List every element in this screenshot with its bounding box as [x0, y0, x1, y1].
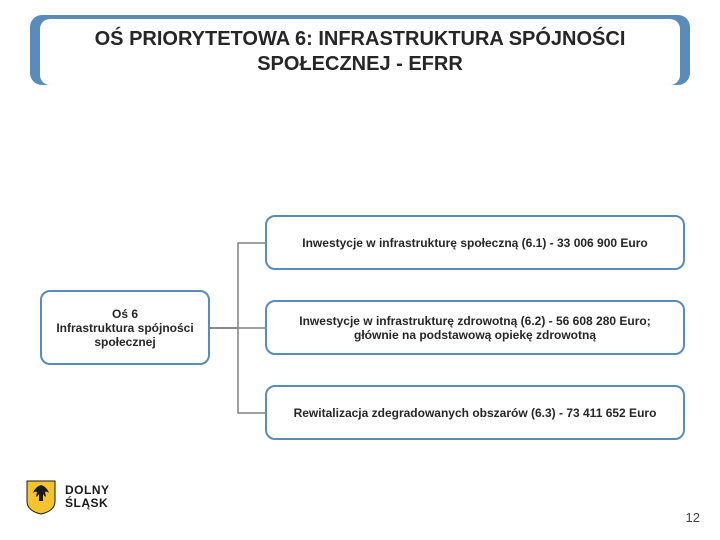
left-axis-node: Oś 6 Infrastruktura spójności społecznej: [40, 290, 210, 365]
page-title: OŚ PRIORYTETOWA 6: INFRASTRUKTURA SPÓJNO…: [55, 27, 665, 77]
investment-text-2: Inwestycje w infrastrukturę zdrowotną (6…: [279, 314, 671, 342]
investment-node-2: Inwestycje w infrastrukturę zdrowotną (6…: [265, 300, 685, 355]
investment-node-1: Inwestycje w infrastrukturę społeczną (6…: [265, 215, 685, 270]
region-logo: DOLNY ŚLĄSK: [25, 479, 110, 515]
title-banner: OŚ PRIORYTETOWA 6: INFRASTRUKTURA SPÓJNO…: [30, 15, 690, 85]
shield-icon: [25, 479, 57, 515]
logo-text: DOLNY ŚLĄSK: [65, 484, 110, 510]
logo-line2: ŚLĄSK: [65, 497, 110, 510]
investment-text-3: Rewitalizacja zdegradowanych obszarów (6…: [294, 406, 657, 420]
investment-node-3: Rewitalizacja zdegradowanych obszarów (6…: [265, 385, 685, 440]
investment-text-1: Inwestycje w infrastrukturę społeczną (6…: [302, 236, 647, 250]
page-number: 12: [686, 510, 700, 525]
left-node-line1: Oś 6: [54, 307, 196, 321]
left-node-line2: Infrastruktura spójności społecznej: [54, 321, 196, 349]
title-inner: OŚ PRIORYTETOWA 6: INFRASTRUKTURA SPÓJNO…: [40, 19, 680, 85]
